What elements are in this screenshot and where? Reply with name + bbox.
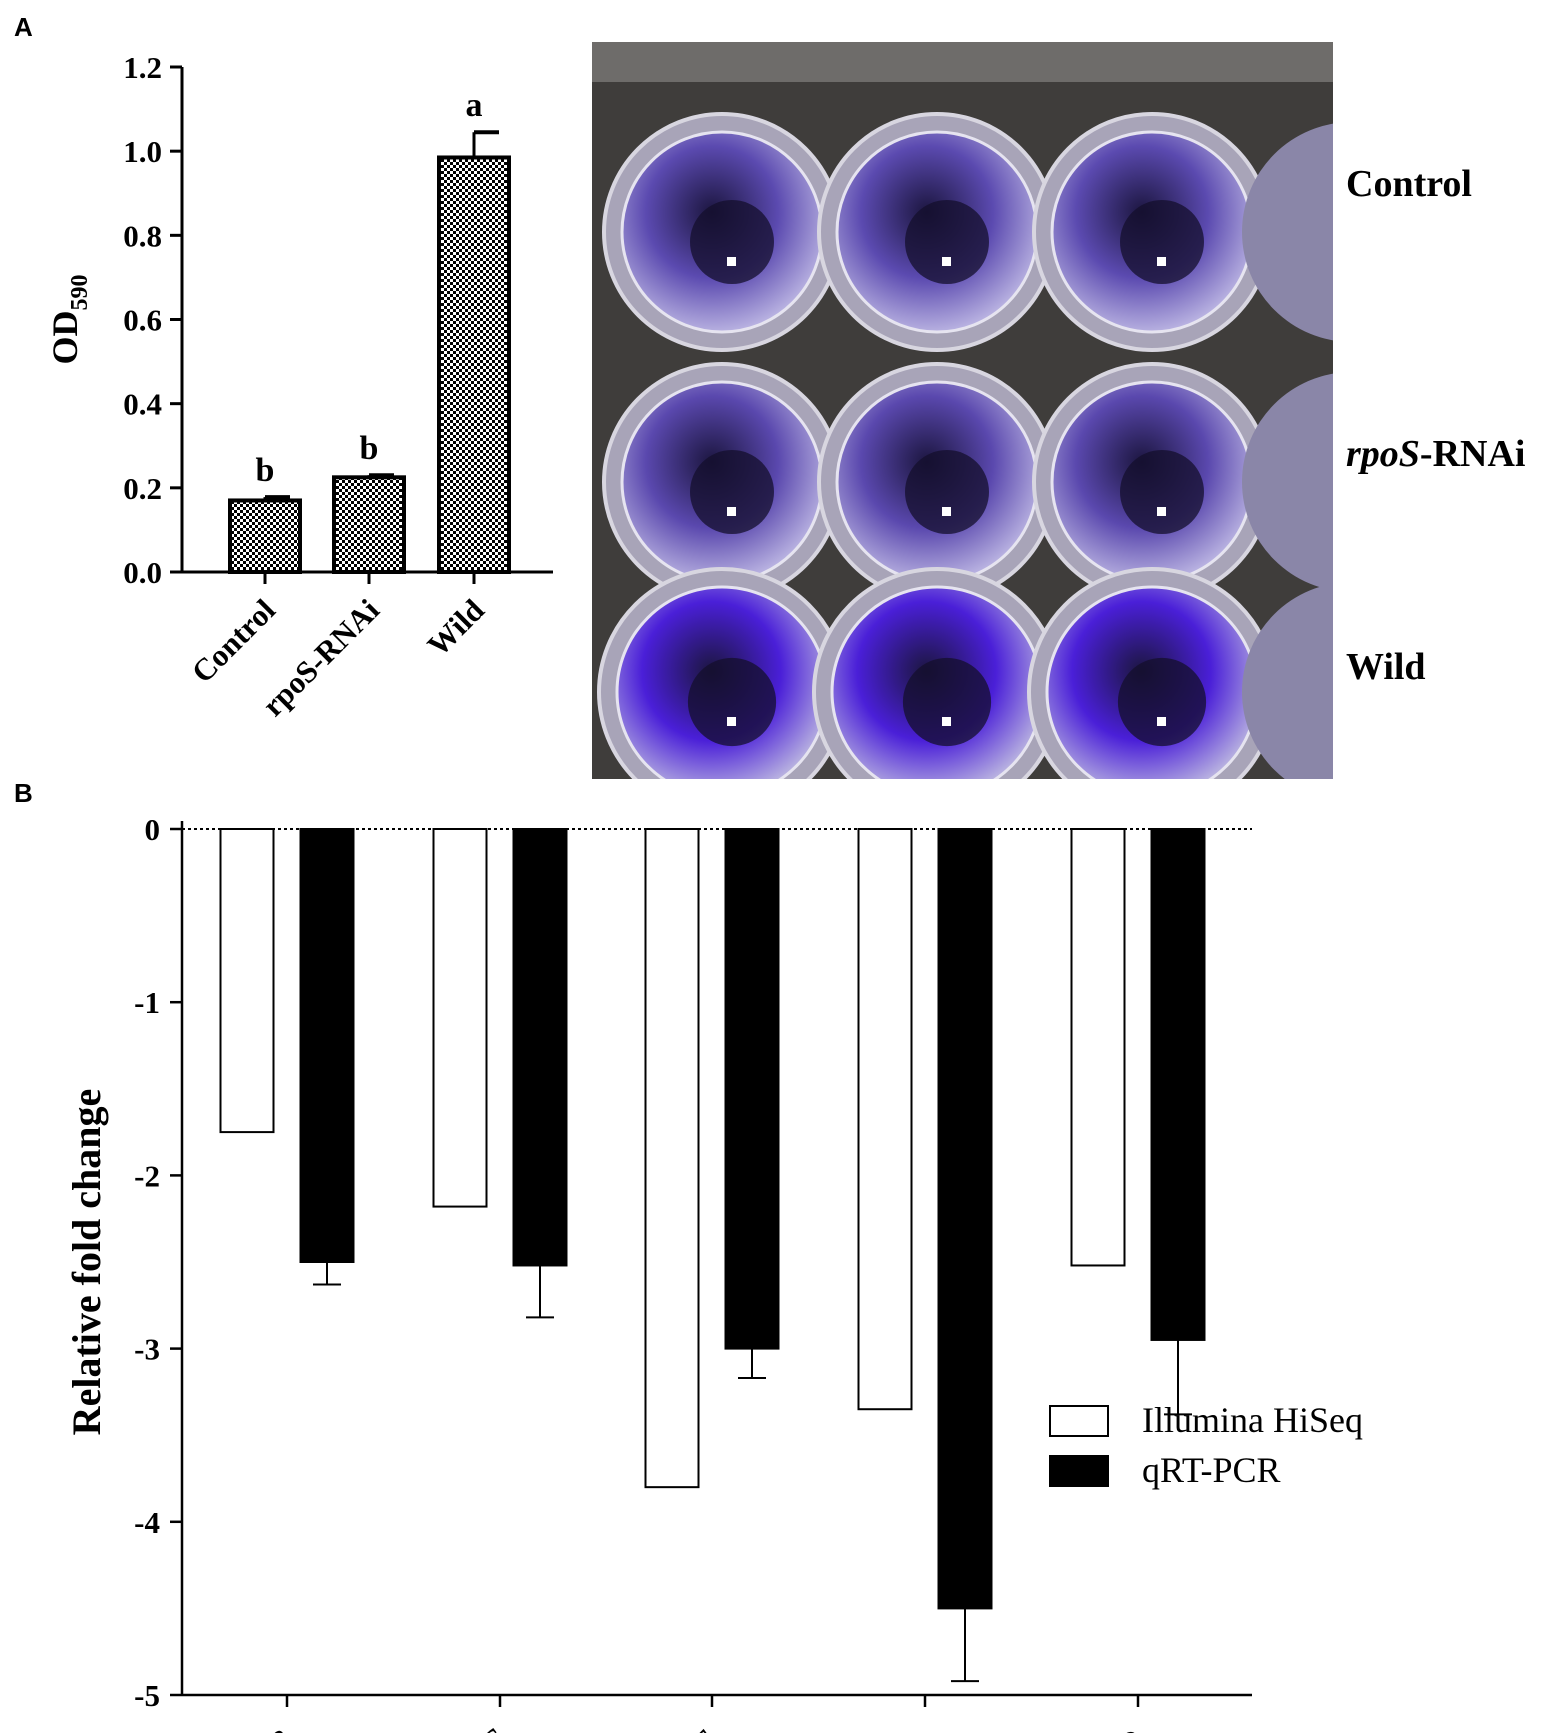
legend-swatch xyxy=(1049,1455,1109,1487)
bar-qrtpcr xyxy=(1150,828,1206,1341)
significance-letter: a xyxy=(466,87,483,124)
microplate-photo xyxy=(592,42,1333,779)
well-reflection xyxy=(1157,257,1166,266)
well-reflection xyxy=(942,717,951,726)
significance-letter: b xyxy=(360,430,379,467)
well-center xyxy=(690,200,774,284)
bar-qrtpcr xyxy=(724,828,780,1350)
x-tick-label: glpC xyxy=(442,1723,514,1733)
y-tick-label: 1.2 xyxy=(123,50,162,85)
y-tick-label: 0.6 xyxy=(123,303,162,338)
y-tick-label: 0.0 xyxy=(123,555,162,590)
legend-label: qRT-PCR xyxy=(1142,1450,1281,1490)
photo-label-wild: Wild xyxy=(1346,646,1426,688)
y-axis-label-main: OD xyxy=(45,311,85,365)
plate-top-edge xyxy=(592,42,1333,82)
bar-qrtpcr xyxy=(937,828,993,1610)
y-axis-label: Relative fold change xyxy=(64,1089,109,1436)
bar xyxy=(437,155,511,575)
bar xyxy=(228,498,302,575)
bar-qrtpcr xyxy=(512,828,568,1267)
bar-illumina xyxy=(857,828,913,1411)
y-axis-label: OD590 xyxy=(45,275,93,365)
well-partial xyxy=(1242,373,1333,591)
y-tick-label: 0.8 xyxy=(123,218,162,253)
well-reflection xyxy=(1157,507,1166,516)
bar xyxy=(332,475,406,574)
od590-bar-chart: 0.00.20.40.60.81.01.2OD590bControlbrpoS-… xyxy=(45,50,553,723)
x-tick-label: hmsh xyxy=(860,1723,939,1733)
well-center xyxy=(902,657,992,747)
well-reflection xyxy=(942,257,951,266)
x-tick-label: Wild xyxy=(420,592,491,663)
well-center xyxy=(905,450,989,534)
well-reflection xyxy=(727,257,736,266)
well-center xyxy=(1120,200,1204,284)
photo-label-rpos-gene: rpoS xyxy=(1346,433,1420,475)
well-reflection xyxy=(727,717,736,726)
photo-label-rpos: rpoS-RNAi xyxy=(1346,432,1525,476)
well-partial xyxy=(1242,123,1333,341)
x-tick-label: Control xyxy=(185,592,283,690)
well-center xyxy=(1120,450,1204,534)
y-tick-label: -2 xyxy=(134,1158,160,1193)
bar-illumina xyxy=(432,828,488,1208)
well-reflection xyxy=(942,507,951,516)
panel-a-label: A xyxy=(14,12,33,42)
panel-b-label: B xyxy=(14,778,33,808)
well-center xyxy=(1117,657,1207,747)
bar-qrtpcr xyxy=(299,828,355,1263)
bar-illumina xyxy=(644,828,700,1489)
x-tick-label: glpE xyxy=(654,1723,726,1733)
y-tick-label: 0.4 xyxy=(123,387,162,422)
legend-label: Illumina HiSeq xyxy=(1142,1400,1363,1440)
y-tick-label: -4 xyxy=(134,1505,160,1540)
y-tick-label: 0.2 xyxy=(123,471,162,506)
photo-label-rpos-suffix: -RNAi xyxy=(1419,433,1526,475)
significance-letter: b xyxy=(256,452,275,489)
well-reflection xyxy=(1157,717,1166,726)
y-tick-label: -5 xyxy=(134,1678,160,1713)
bar-illumina xyxy=(219,828,275,1134)
photo-label-control: Control xyxy=(1346,163,1472,205)
well-reflection xyxy=(727,507,736,516)
well-center xyxy=(690,450,774,534)
well-partial xyxy=(1242,583,1333,779)
legend-swatch xyxy=(1049,1405,1109,1437)
y-tick-label: 0 xyxy=(145,812,161,847)
x-tick-label: algD xyxy=(1080,1723,1152,1733)
y-axis-label-subscript: 590 xyxy=(67,275,93,311)
well-center xyxy=(905,200,989,284)
y-tick-label: -1 xyxy=(134,985,160,1020)
y-tick-label: -3 xyxy=(134,1332,160,1367)
bar-illumina xyxy=(1070,828,1126,1267)
y-tick-label: 1.0 xyxy=(123,134,162,169)
microplate-wells xyxy=(592,42,1333,779)
well-center xyxy=(687,657,777,747)
fold-change-bar-chart: 0 -1 -2 -3 -4 -5 Relative fold change glpB glpC g… xyxy=(64,812,1363,1733)
x-tick-label: glpB xyxy=(229,1723,301,1733)
